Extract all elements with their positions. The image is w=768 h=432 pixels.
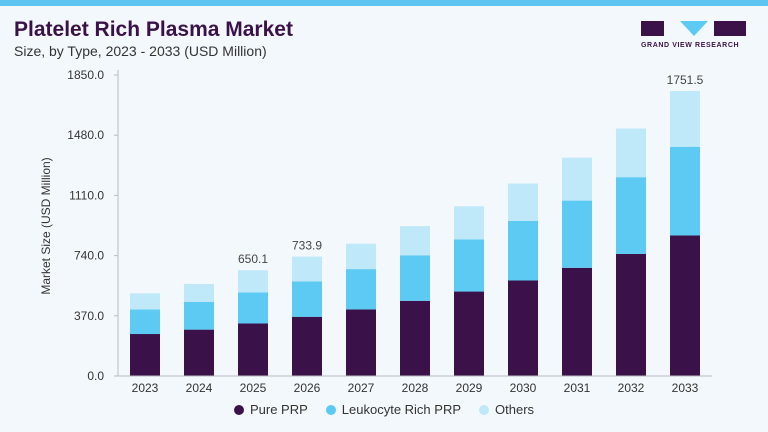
legend-item-leukocyte-rich-prp: Leukocyte Rich PRP <box>325 402 462 417</box>
x-tick-label: 2032 <box>618 381 645 395</box>
bar-segment-others <box>400 226 430 256</box>
bar-segment-leukocyte-rich-prp <box>508 220 538 281</box>
x-tick-label: 2026 <box>294 381 321 395</box>
bar-segment-pure-prp <box>346 309 376 376</box>
bar-segment-others <box>292 256 322 282</box>
legend-label: Pure PRP <box>249 402 308 417</box>
x-tick-label: 2031 <box>564 381 591 395</box>
grand-view-research-logo <box>641 21 746 36</box>
bar-segment-others <box>130 293 160 310</box>
bar-segment-others <box>346 243 376 270</box>
bar-segment-others <box>238 270 268 293</box>
y-tick-label: 1110.0 <box>69 188 104 202</box>
x-tick-label: 2024 <box>186 381 213 395</box>
chart-subtitle: Size, by Type, 2023 - 2033 (USD Million) <box>14 43 267 59</box>
bar-segment-others <box>454 206 484 240</box>
bar-segment-leukocyte-rich-prp <box>400 255 430 301</box>
bar-segment-pure-prp <box>562 267 592 376</box>
bar-segment-others <box>184 284 214 302</box>
data-label: 733.9 <box>292 239 322 253</box>
x-tick-label: 2023 <box>132 381 159 395</box>
legend-swatch <box>325 404 336 415</box>
data-label: 650.1 <box>238 252 268 266</box>
bar-segment-leukocyte-rich-prp <box>346 269 376 310</box>
bar-segment-leukocyte-rich-prp <box>562 200 592 268</box>
bar-segment-leukocyte-rich-prp <box>292 281 322 317</box>
bar-segment-pure-prp <box>400 300 430 376</box>
y-tick-label: 370.0 <box>74 309 104 323</box>
legend-item-pure-prp: Pure PRP <box>233 402 308 417</box>
x-tick-label: 2029 <box>456 381 483 395</box>
bar-segment-others <box>670 91 700 147</box>
y-tick-label: 740.0 <box>74 249 104 263</box>
bar-segment-leukocyte-rich-prp <box>670 146 700 236</box>
legend: Pure PRP Leukocyte Rich PRP Others <box>0 402 768 417</box>
bar-segment-leukocyte-rich-prp <box>616 177 646 254</box>
y-tick-label: 0.0 <box>87 369 104 383</box>
y-tick-label: 1850.0 <box>67 68 104 82</box>
y-tick-label: 1480.0 <box>67 128 104 142</box>
bar-segment-pure-prp <box>454 291 484 376</box>
legend-label: Others <box>495 402 535 417</box>
bar-segment-pure-prp <box>508 280 538 376</box>
bar-segment-others <box>562 157 592 201</box>
x-tick-label: 2027 <box>348 381 375 395</box>
bar-segment-leukocyte-rich-prp <box>454 239 484 292</box>
y-axis-label: Market Size (USD Million) <box>39 157 53 294</box>
data-label: 1751.5 <box>667 73 704 87</box>
bar-segment-pure-prp <box>238 323 268 376</box>
bar-segment-pure-prp <box>670 235 700 376</box>
bar-segment-leukocyte-rich-prp <box>238 292 268 324</box>
legend-swatch <box>233 404 244 415</box>
bar-segment-others <box>616 128 646 178</box>
logo-text: GRAND VIEW RESEARCH <box>641 42 740 49</box>
x-tick-label: 2033 <box>672 381 699 395</box>
bar-segment-leukocyte-rich-prp <box>184 301 214 330</box>
legend-label: Leukocyte Rich PRP <box>341 402 462 417</box>
x-tick-label: 2025 <box>240 381 267 395</box>
top-accent-bar <box>0 0 768 6</box>
legend-item-others: Others <box>479 402 534 417</box>
x-tick-label: 2028 <box>402 381 429 395</box>
bar-segment-pure-prp <box>184 329 214 376</box>
bar-segment-pure-prp <box>130 334 160 376</box>
bar-segment-pure-prp <box>292 316 322 376</box>
legend-swatch <box>479 404 490 415</box>
bar-segment-leukocyte-rich-prp <box>130 309 160 335</box>
bar-segment-others <box>508 183 538 221</box>
chart-title: Platelet Rich Plasma Market <box>14 18 293 41</box>
x-tick-label: 2030 <box>510 381 537 395</box>
bar-segment-pure-prp <box>616 253 646 376</box>
